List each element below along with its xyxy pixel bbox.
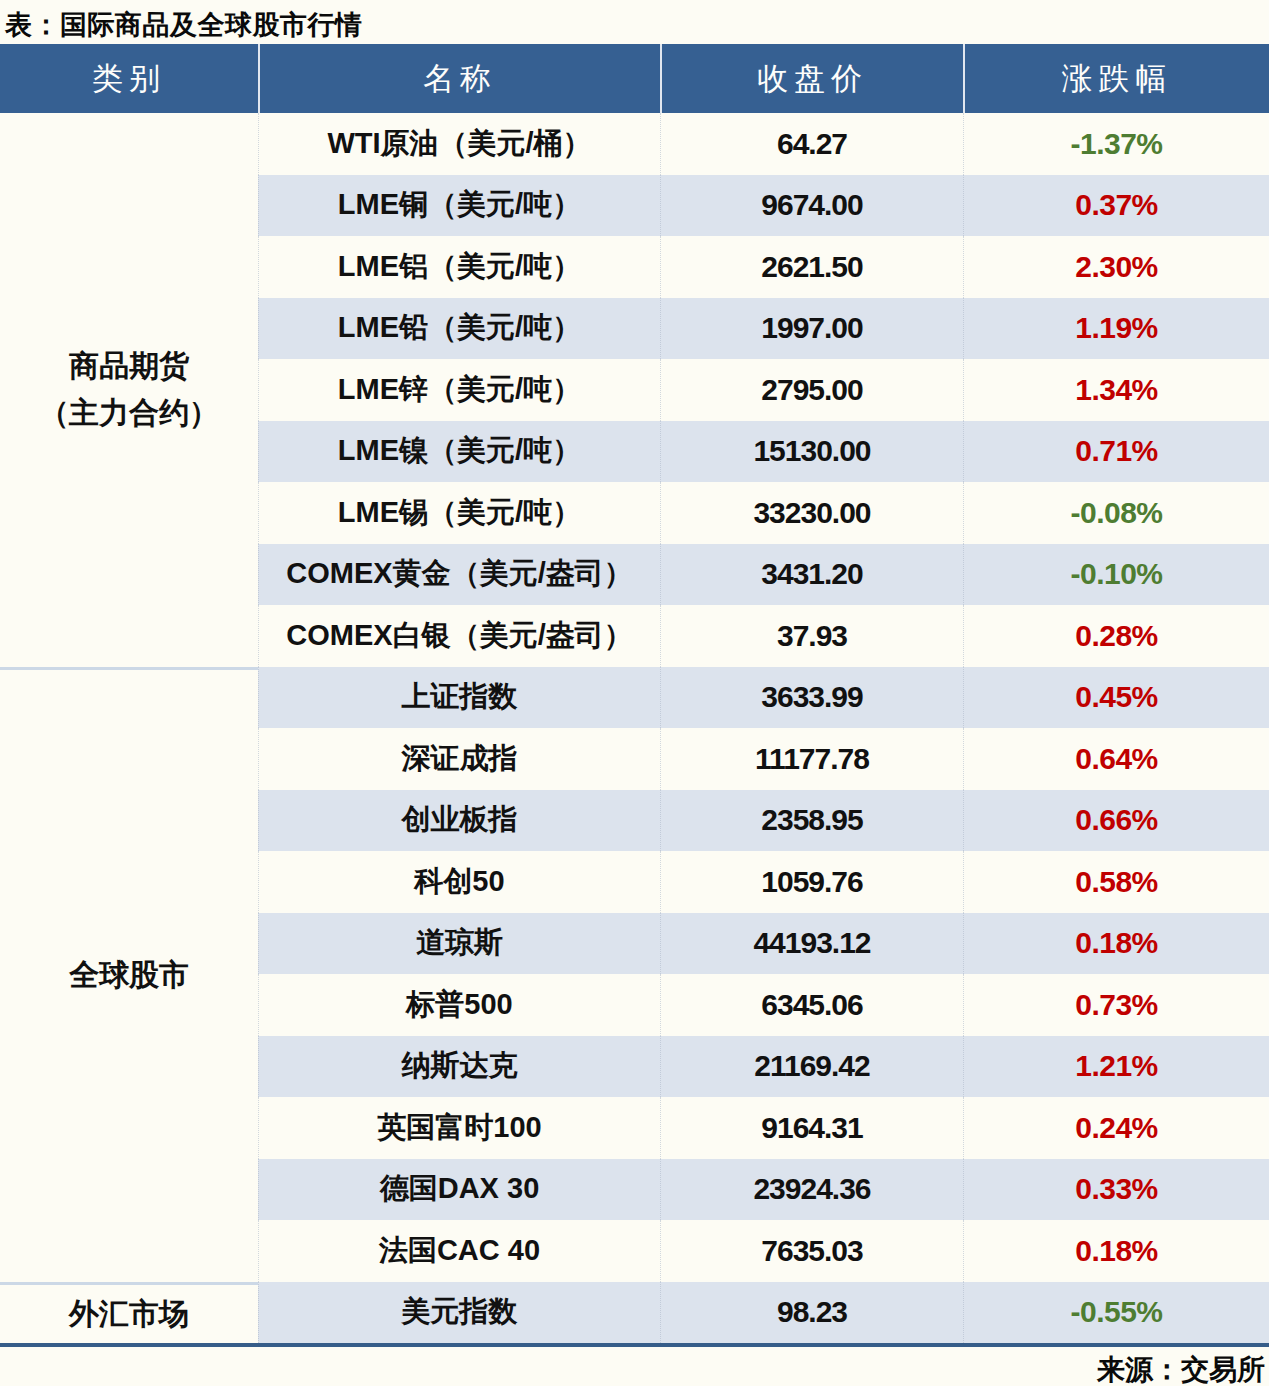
category-cell: 商品期货（主力合约）: [0, 113, 258, 667]
change-cell: 0.58%: [963, 851, 1269, 913]
category-label-line: 全球股市: [69, 952, 189, 999]
change-cell: 0.66%: [963, 790, 1269, 852]
header-name: 名称: [258, 44, 660, 113]
header-change-pct: 涨跌幅: [963, 44, 1269, 113]
change-cell: 0.18%: [963, 1220, 1269, 1282]
change-cell: 0.24%: [963, 1097, 1269, 1159]
name-cell: WTI原油（美元/桶）: [258, 113, 660, 175]
close-cell: 9164.31: [660, 1097, 963, 1159]
page-title: 表：国际商品及全球股市行情: [5, 7, 363, 43]
name-cell: 上证指数: [258, 667, 660, 729]
close-cell: 33230.00: [660, 482, 963, 544]
close-cell: 2621.50: [660, 236, 963, 298]
name-cell: LME铝（美元/吨）: [258, 236, 660, 298]
name-cell: 道琼斯: [258, 913, 660, 975]
change-cell: 0.18%: [963, 913, 1269, 975]
close-cell: 23924.36: [660, 1159, 963, 1221]
name-cell: 纳斯达克: [258, 1036, 660, 1098]
name-cell: 科创50: [258, 851, 660, 913]
name-cell: LME锡（美元/吨）: [258, 482, 660, 544]
close-cell: 7635.03: [660, 1220, 963, 1282]
name-cell: 深证成指: [258, 728, 660, 790]
change-cell: 0.45%: [963, 667, 1269, 729]
category-cell: 全球股市: [0, 667, 258, 1282]
change-cell: 1.19%: [963, 298, 1269, 360]
change-cell: 0.33%: [963, 1159, 1269, 1221]
close-cell: 3633.99: [660, 667, 963, 729]
close-cell: 2358.95: [660, 790, 963, 852]
header-category: 类别: [0, 44, 258, 113]
market-table: 类别 名称 收盘价 涨跌幅 商品期货（主力合约）WTI原油（美元/桶）64.27…: [0, 44, 1269, 1347]
name-cell: COMEX黄金（美元/盎司）: [258, 544, 660, 606]
close-cell: 1059.76: [660, 851, 963, 913]
name-cell: 美元指数: [258, 1282, 660, 1344]
name-cell: 创业板指: [258, 790, 660, 852]
source-note: 来源：交易所: [1097, 1351, 1265, 1386]
name-cell: LME锌（美元/吨）: [258, 359, 660, 421]
close-cell: 15130.00: [660, 421, 963, 483]
close-cell: 1997.00: [660, 298, 963, 360]
page: 表：国际商品及全球股市行情 类别 名称 收盘价 涨跌幅 商品期货（主力合约）WT…: [0, 0, 1269, 1386]
close-cell: 21169.42: [660, 1036, 963, 1098]
category-label-line: 商品期货: [69, 343, 189, 390]
change-cell: -1.37%: [963, 113, 1269, 175]
close-cell: 44193.12: [660, 913, 963, 975]
close-cell: 64.27: [660, 113, 963, 175]
name-cell: 法国CAC 40: [258, 1220, 660, 1282]
change-cell: 0.37%: [963, 175, 1269, 237]
name-cell: 标普500: [258, 974, 660, 1036]
close-cell: 3431.20: [660, 544, 963, 606]
category-label-line: （主力合约）: [39, 390, 219, 437]
close-cell: 98.23: [660, 1282, 963, 1344]
close-cell: 11177.78: [660, 728, 963, 790]
change-cell: 1.34%: [963, 359, 1269, 421]
change-cell: -0.08%: [963, 482, 1269, 544]
close-cell: 9674.00: [660, 175, 963, 237]
name-cell: 德国DAX 30: [258, 1159, 660, 1221]
change-cell: 1.21%: [963, 1036, 1269, 1098]
header-close-price: 收盘价: [660, 44, 963, 113]
change-cell: 0.73%: [963, 974, 1269, 1036]
change-cell: 2.30%: [963, 236, 1269, 298]
name-cell: LME镍（美元/吨）: [258, 421, 660, 483]
category-label-line: 外汇市场: [69, 1291, 189, 1338]
change-cell: 0.71%: [963, 421, 1269, 483]
change-cell: 0.64%: [963, 728, 1269, 790]
name-cell: LME铜（美元/吨）: [258, 175, 660, 237]
category-cell: 外汇市场: [0, 1282, 258, 1344]
close-cell: 37.93: [660, 605, 963, 667]
change-cell: -0.55%: [963, 1282, 1269, 1344]
change-cell: -0.10%: [963, 544, 1269, 606]
name-cell: 英国富时100: [258, 1097, 660, 1159]
name-cell: COMEX白银（美元/盎司）: [258, 605, 660, 667]
name-cell: LME铅（美元/吨）: [258, 298, 660, 360]
change-cell: 0.28%: [963, 605, 1269, 667]
close-cell: 2795.00: [660, 359, 963, 421]
close-cell: 6345.06: [660, 974, 963, 1036]
